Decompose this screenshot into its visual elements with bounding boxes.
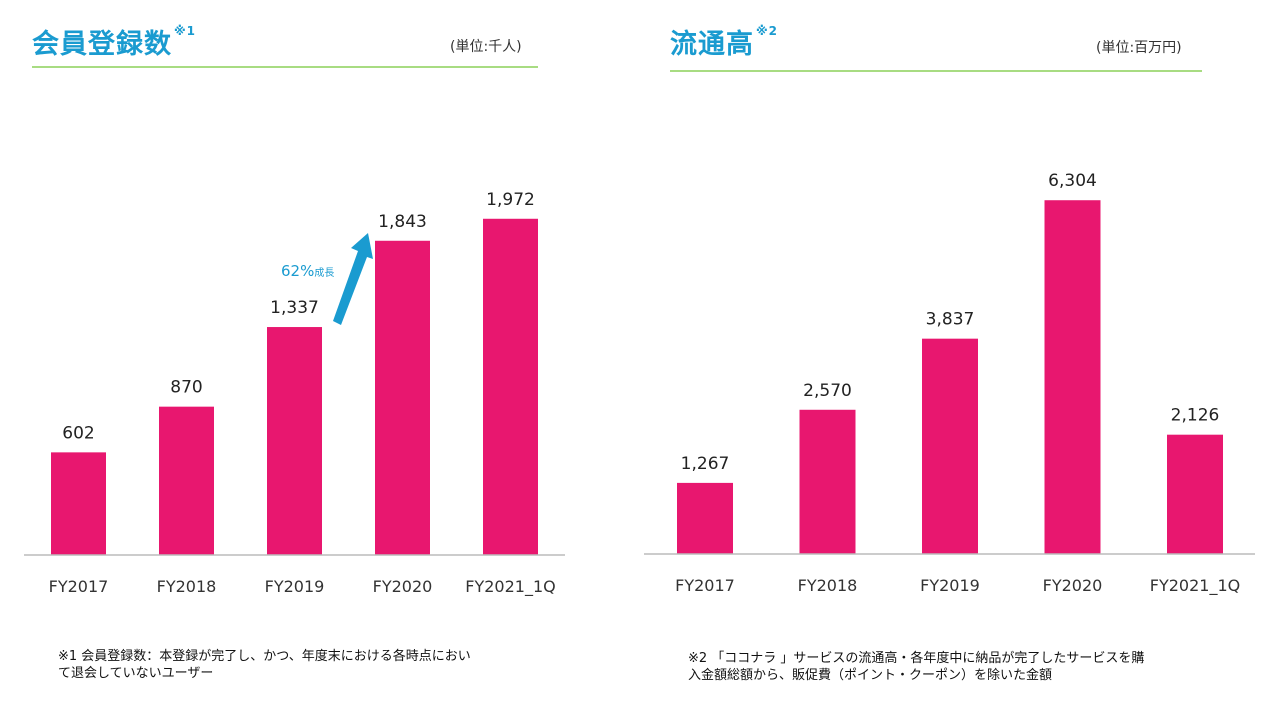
members-category-label: FY2018 [157,577,217,596]
gmv-bars: 1,267 FY2017 2,570 FY2018 3,837 FY2019 6,304 FY… [675,171,1240,596]
gmv-bar-fy2017 [677,482,733,554]
members-title-rule [32,66,538,68]
members-category-label: FY2017 [49,577,109,596]
gmv-value-label: 2,126 [1171,406,1220,426]
gmv-value-label: 6,304 [1048,171,1097,191]
members-bar-fy2021_1q [483,218,538,556]
growth-suffix: 成長 [314,267,334,279]
gmv-bar-chart: 1,267 FY2017 2,570 FY2018 3,837 FY2019 6,304 FY… [644,171,1255,596]
gmv-value-label: 1,267 [681,454,730,474]
gmv-category-label: FY2019 [920,576,980,595]
gmv-category-label: FY2017 [675,576,735,595]
members-bar-fy2020 [375,240,430,555]
members-bar-fy2018 [159,406,214,555]
gmv-title-text: 流通高 [670,29,754,60]
members-unit: (単位:千人) [450,39,522,55]
gmv-category-label: FY2020 [1043,576,1103,595]
gmv-footnote-line2: 入金額総額から、販促費（ポイント・クーポン）を除いた金額 [688,668,1053,683]
gmv-value-label: 3,837 [926,310,975,330]
members-value-label: 602 [62,423,94,443]
gmv-bar-fy2021_1q [1167,434,1223,554]
members-footnote-line2: て退会していないユーザー [58,666,214,681]
growth-arrow: 62%成長 [281,233,373,325]
members-bars: 602 FY2017 870 FY2018 1,337 FY2019 1,843 FY2020… [49,190,556,597]
gmv-bar-fy2018 [799,409,856,554]
members-title: 会員登録数 ※1 [32,22,196,61]
gmv-footnote: ※2 「ココナラ 」サービスの流通高・各年度中に納品が完了したサービスを購 入金… [688,650,1144,684]
growth-label: 62%成長 [281,262,334,280]
members-footnote: ※1 会員登録数：本登録が完了し、かつ、年度末における各時点におい て退会してい… [58,648,471,682]
gmv-footnote-line1: ※2 「ココナラ 」サービスの流通高・各年度中に納品が完了したサービスを購 [688,651,1145,666]
gmv-category-label: FY2018 [798,576,858,595]
members-bar-fy2017 [51,452,106,555]
gmv-bar-fy2019 [922,338,978,554]
members-value-label: 1,843 [378,212,427,232]
gmv-bar-fy2020 [1044,200,1101,555]
members-category-label: FY2019 [265,577,325,596]
members-panel: 会員登録数 ※1 (単位:千人) 602 FY2017 870 FY2018 1,337 F… [0,0,620,701]
gmv-unit: (単位:百万円) [1096,40,1182,56]
gmv-value-label: 2,570 [803,381,852,401]
members-bar-fy2019 [267,327,322,555]
members-bar-chart: 602 FY2017 870 FY2018 1,337 FY2019 1,843 FY2020… [24,190,565,597]
gmv-panel: 流通高 ※2 (単位:百万円) 1,267 FY2017 2,570 FY2018 3,8… [640,0,1280,701]
gmv-title-rule [670,70,1202,72]
gmv-title: 流通高 ※2 [670,22,778,61]
gmv-category-label: FY2021_1Q [1150,576,1240,596]
members-title-footnote-mark: ※1 [174,24,197,38]
members-category-label: FY2021_1Q [465,577,555,597]
growth-percent: 62% [281,262,314,280]
members-footnote-line1: ※1 会員登録数：本登録が完了し、かつ、年度末における各時点におい [58,649,471,664]
members-value-label: 1,337 [270,298,319,318]
members-title-text: 会員登録数 [32,29,172,60]
members-value-label: 870 [170,378,202,398]
members-value-label: 1,972 [486,190,535,210]
growth-arrow-icon [333,233,373,325]
gmv-title-footnote-mark: ※2 [756,24,779,38]
members-category-label: FY2020 [373,577,433,596]
